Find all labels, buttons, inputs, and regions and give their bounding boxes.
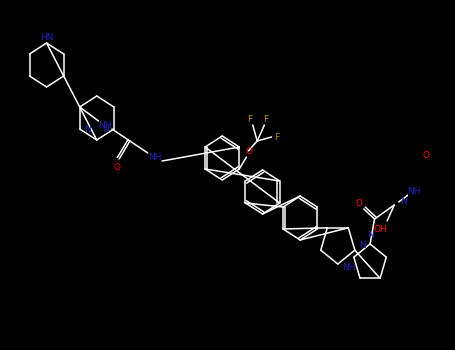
Text: O: O (356, 199, 363, 209)
Text: OH: OH (373, 224, 387, 233)
Text: NH: NH (98, 120, 111, 130)
Text: O: O (422, 152, 429, 161)
Text: O: O (114, 162, 121, 172)
Text: F: F (248, 114, 253, 124)
Text: F: F (263, 114, 269, 124)
Text: NH: NH (148, 153, 162, 161)
Text: F: F (274, 133, 279, 141)
Text: N: N (367, 231, 374, 240)
Text: N: N (399, 197, 406, 206)
Text: O: O (454, 161, 455, 169)
Text: NH: NH (407, 187, 421, 196)
Text: HN: HN (40, 33, 53, 42)
Text: N: N (359, 241, 366, 250)
Text: N: N (84, 125, 91, 133)
Text: N: N (103, 125, 109, 133)
Text: O: O (246, 147, 253, 156)
Text: NH: NH (342, 262, 356, 272)
